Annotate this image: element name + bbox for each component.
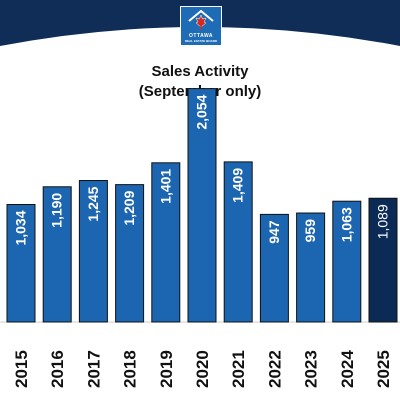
logo-subtitle: REAL ESTATE BOARD bbox=[184, 39, 218, 43]
bar-2015 bbox=[6, 204, 36, 323]
bar-value-label: 959 bbox=[302, 219, 318, 243]
bar-2018 bbox=[115, 184, 145, 323]
x-tick-label: 2021 bbox=[229, 350, 248, 388]
bar-value-label: 1,089 bbox=[375, 204, 391, 239]
x-tick-label: 2020 bbox=[193, 350, 212, 388]
bar-value-label: 947 bbox=[266, 220, 282, 244]
x-tick-label: 2022 bbox=[265, 350, 284, 388]
x-tick-label: 2025 bbox=[374, 350, 393, 388]
bar-value-label: 1,409 bbox=[230, 168, 246, 203]
x-tick-label: 2023 bbox=[302, 350, 321, 388]
bar-2023 bbox=[296, 212, 326, 323]
logo-name: OTTAWA bbox=[188, 33, 213, 39]
bar-2020 bbox=[187, 88, 217, 323]
bar-2017 bbox=[78, 180, 108, 323]
house-maple-leaf-icon bbox=[188, 9, 214, 30]
bar-2024 bbox=[332, 200, 362, 323]
bar-2021 bbox=[223, 161, 253, 323]
bar-2025 bbox=[368, 197, 398, 323]
bar-value-label: 1,245 bbox=[85, 186, 101, 221]
bar-2016 bbox=[42, 186, 72, 323]
x-tick-label: 2019 bbox=[157, 350, 176, 388]
x-tick-label: 2018 bbox=[121, 350, 140, 388]
bar-value-label: 2,054 bbox=[194, 94, 210, 129]
bar-value-label: 1,209 bbox=[121, 190, 137, 225]
bar-value-label: 1,063 bbox=[338, 207, 354, 242]
bar-value-label: 1,190 bbox=[49, 193, 65, 228]
bar-2022 bbox=[259, 213, 289, 323]
board-logo: OTTAWA REAL ESTATE BOARD bbox=[180, 6, 222, 46]
bar-2019 bbox=[151, 162, 181, 323]
x-tick-label: 2024 bbox=[338, 350, 357, 388]
bar-value-label: 1,034 bbox=[13, 210, 29, 245]
x-tick-label: 2017 bbox=[84, 350, 103, 388]
x-tick-label: 2016 bbox=[48, 350, 67, 388]
chart-title-line1: Sales Activity bbox=[151, 63, 249, 80]
x-tick-label: 2015 bbox=[12, 350, 31, 388]
bar-value-label: 1,401 bbox=[157, 169, 173, 204]
